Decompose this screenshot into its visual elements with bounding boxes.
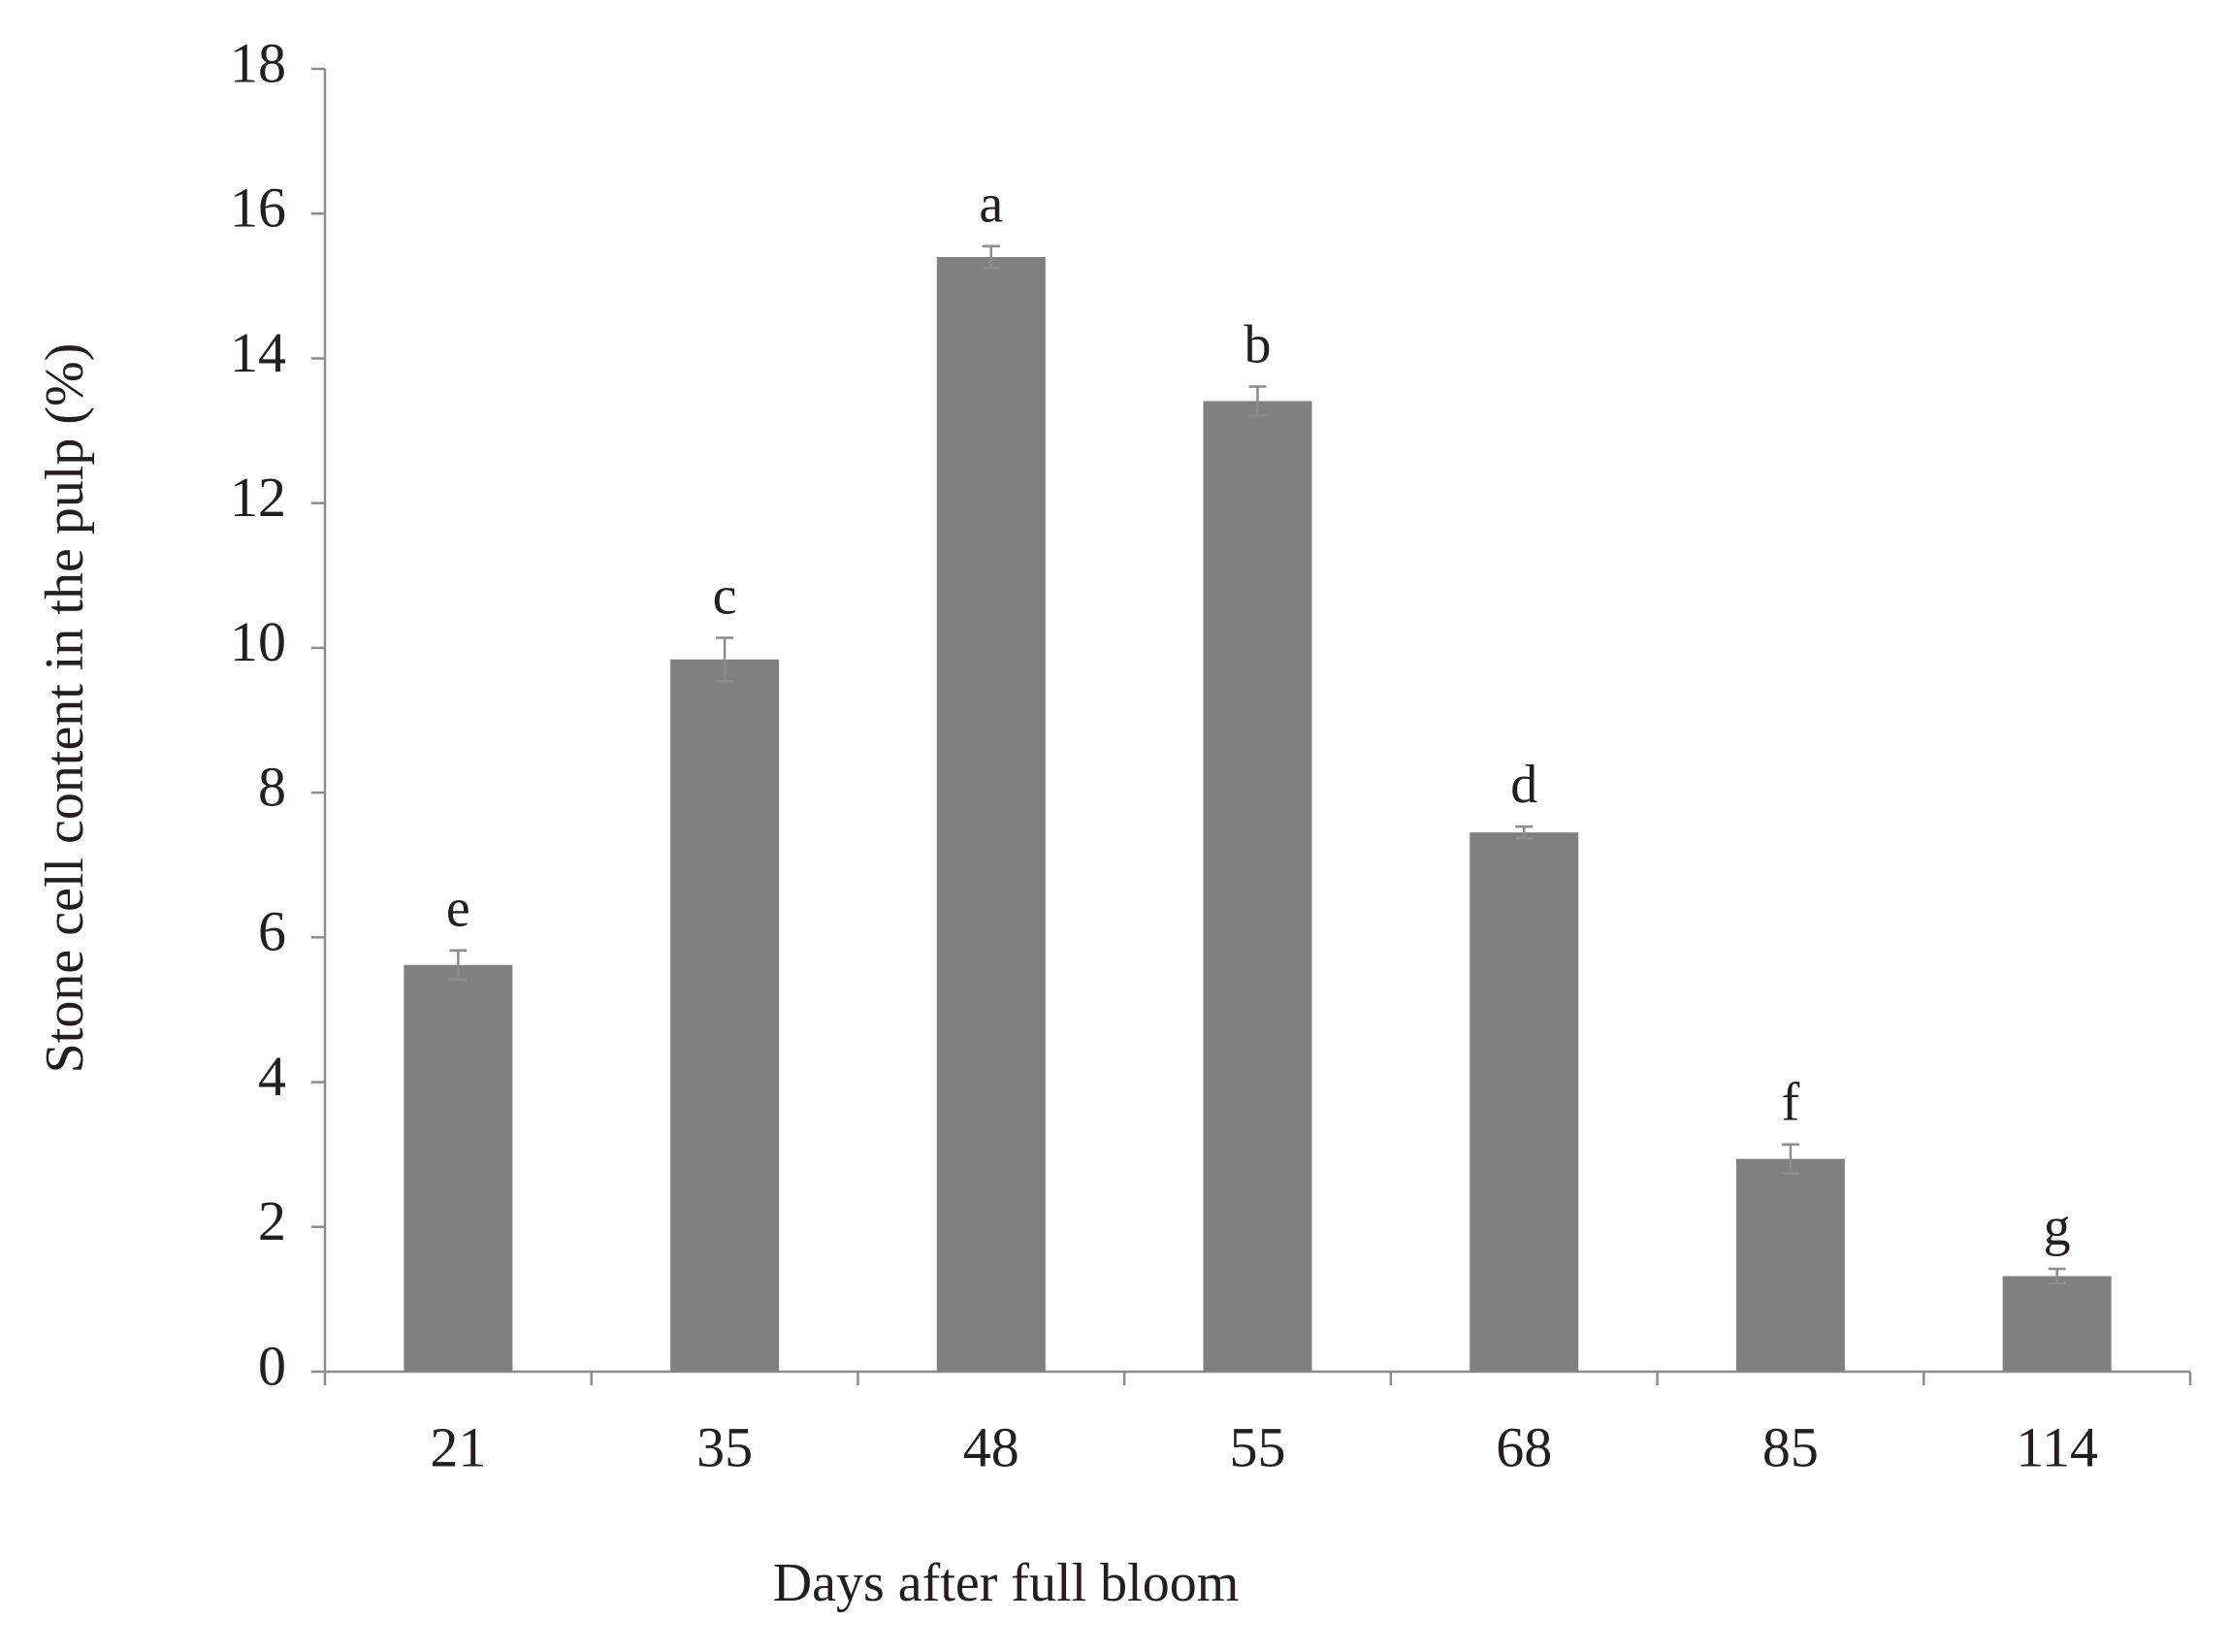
x-tick-label: 68	[1496, 1415, 1552, 1478]
bar	[936, 256, 1046, 1372]
bar	[404, 964, 513, 1372]
y-tick-label: 4	[258, 1045, 286, 1108]
bar	[2002, 1276, 2112, 1372]
x-tick-label: 35	[696, 1415, 753, 1478]
y-tick-label: 6	[258, 900, 286, 963]
x-tick-label: 21	[430, 1415, 486, 1478]
x-tick-label: 48	[963, 1415, 1019, 1478]
y-tick-label: 2	[258, 1189, 286, 1252]
significance-letter: c	[713, 566, 737, 626]
significance-letter: f	[1782, 1073, 1800, 1133]
x-tick-label: 55	[1230, 1415, 1286, 1478]
y-axis-title: Stone cell content in the pulp (%)	[35, 343, 95, 1074]
y-tick-label: 0	[258, 1334, 286, 1397]
y-tick-label: 8	[258, 755, 286, 818]
x-tick-label: 85	[1762, 1415, 1819, 1478]
bar	[670, 659, 780, 1372]
significance-letter: d	[1510, 755, 1537, 815]
y-tick-label: 12	[230, 466, 286, 529]
significance-letter: b	[1244, 314, 1272, 374]
significance-letter: a	[979, 175, 1003, 235]
x-tick-label: 114	[2016, 1415, 2098, 1478]
bar	[1735, 1158, 1845, 1372]
bar	[1470, 832, 1579, 1372]
y-tick-label: 18	[230, 31, 286, 94]
y-tick-label: 16	[230, 177, 286, 240]
y-tick-label: 10	[230, 610, 286, 673]
y-tick-label: 14	[230, 321, 286, 384]
bar	[1203, 401, 1312, 1373]
significance-letter: g	[2044, 1197, 2071, 1257]
significance-letter: e	[446, 879, 470, 939]
x-axis-title: Days after full bloom	[773, 1553, 1240, 1613]
